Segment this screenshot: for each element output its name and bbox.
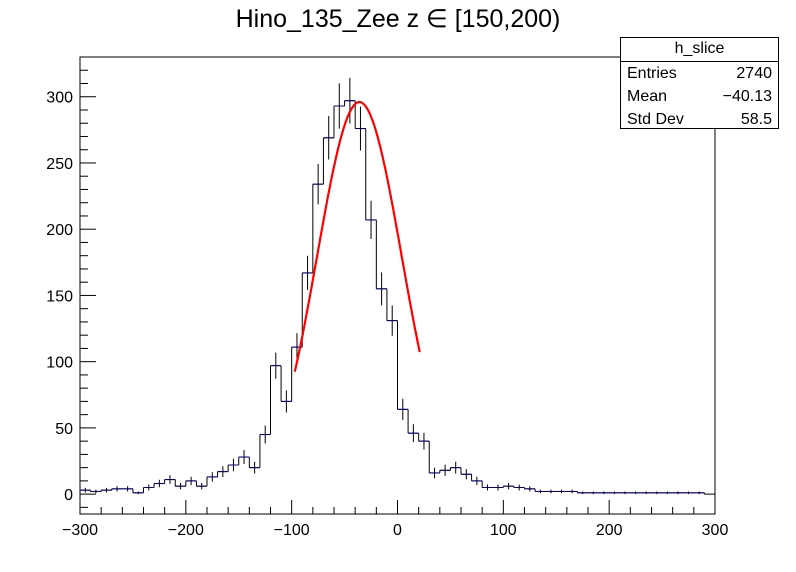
y-tick-label: 200 [46, 222, 73, 239]
stats-box-name: h_slice [621, 38, 778, 62]
stats-row-stddev: Std Dev 58.5 [621, 108, 778, 131]
error-bars [80, 77, 705, 495]
stats-label: Entries [627, 65, 677, 82]
y-tick-label: 150 [46, 288, 73, 305]
fit-curve-group [293, 100, 421, 372]
y-tick-label: 0 [64, 487, 73, 504]
y-tick-label: 300 [46, 90, 73, 107]
stats-row-entries: Entries 2740 [621, 62, 778, 85]
x-tick-label: 0 [393, 522, 402, 539]
stats-box: h_slice Entries 2740 Mean −40.13 Std Dev… [620, 37, 779, 129]
stats-value: 58.5 [740, 111, 772, 128]
chart-title: Hino_135_Zee z ∈ [150,200) [235, 5, 561, 33]
stats-label: Mean [627, 88, 668, 105]
x-axis: −300 −200 −100 0 100 200 300 [62, 500, 728, 539]
y-tick-label: 100 [46, 355, 73, 372]
stats-value: −40.13 [722, 88, 772, 105]
x-tick-label: 200 [596, 522, 623, 539]
histogram-series [79, 100, 715, 495]
y-tick-label: 50 [55, 421, 73, 438]
x-tick-label: −100 [274, 522, 310, 539]
x-tick-label: −200 [168, 522, 204, 539]
x-tick-label: 300 [702, 522, 729, 539]
y-axis: 0 50 100 150 200 250 300 [46, 69, 96, 508]
x-tick-label: 100 [490, 522, 517, 539]
stats-row-mean: Mean −40.13 [621, 85, 778, 108]
y-tick-label: 250 [46, 156, 73, 173]
fit-curve [293, 100, 421, 372]
stats-value: 2740 [736, 65, 772, 82]
stats-label: Std Dev [627, 111, 684, 128]
x-tick-label: −300 [62, 522, 98, 539]
